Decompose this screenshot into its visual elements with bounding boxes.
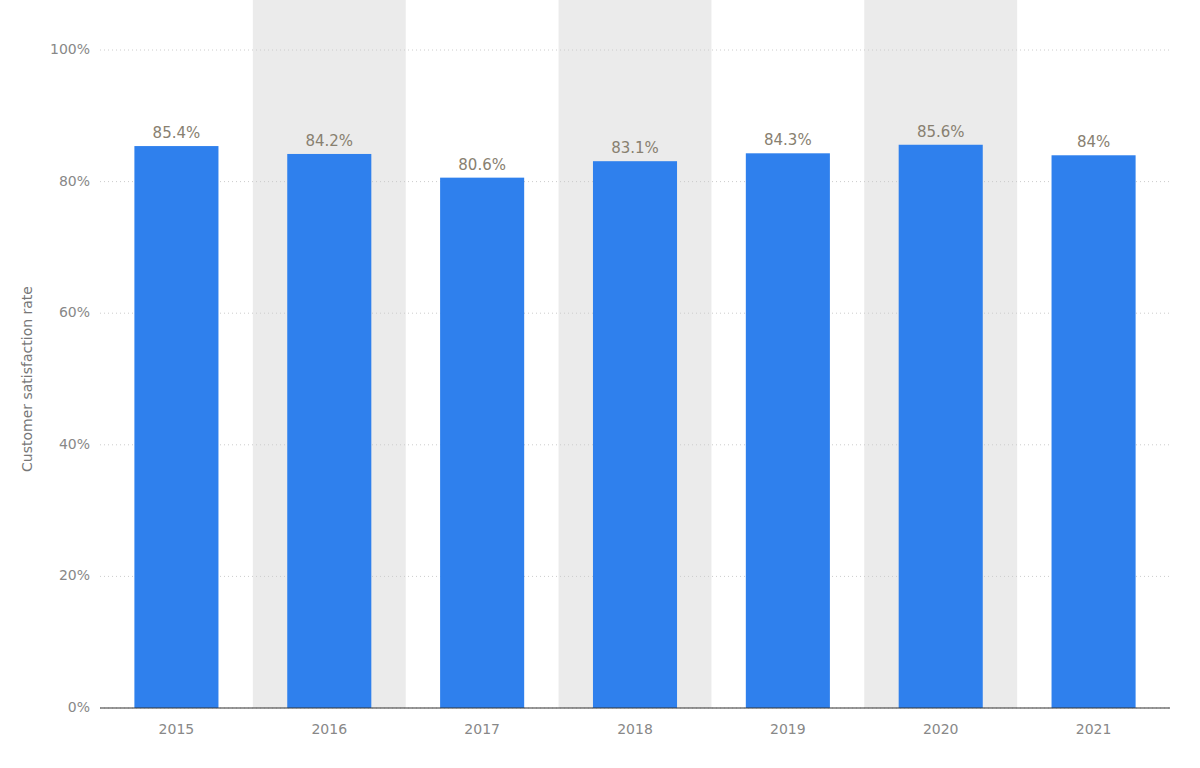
x-tick-label: 2015 bbox=[159, 721, 195, 737]
x-tick-label: 2018 bbox=[617, 721, 653, 737]
data-label: 84.3% bbox=[764, 131, 812, 149]
y-axis: 0% 20% 40% 60% 80% 100% bbox=[50, 41, 90, 715]
bar bbox=[287, 154, 371, 708]
data-labels: 85.4% 84.2% 80.6% 83.1% 84.3% 85.6% 84% bbox=[153, 123, 1111, 174]
bar bbox=[134, 146, 218, 708]
y-tick-label: 60% bbox=[59, 304, 90, 320]
column-shade bbox=[864, 0, 1017, 708]
bar bbox=[1052, 155, 1136, 708]
grid-line bbox=[100, 708, 1170, 709]
bar bbox=[440, 178, 524, 708]
bars bbox=[134, 145, 1135, 708]
column-shading bbox=[253, 0, 1017, 708]
x-tick-label: 2016 bbox=[311, 721, 347, 737]
x-tick-label: 2019 bbox=[770, 721, 806, 737]
x-axis-line bbox=[100, 707, 1170, 708]
chart: 0% 20% 40% 60% 80% 100% Customer satisfaction … bbox=[0, 0, 1200, 768]
y-tick-label: 0% bbox=[68, 699, 90, 715]
data-label: 80.6% bbox=[458, 156, 506, 174]
x-tick-label: 2020 bbox=[923, 721, 959, 737]
y-tick-label: 100% bbox=[50, 41, 90, 57]
bar bbox=[746, 153, 830, 708]
bar bbox=[899, 145, 983, 708]
column-shade bbox=[559, 0, 712, 708]
data-label: 84% bbox=[1077, 133, 1110, 151]
column-shade bbox=[253, 0, 406, 708]
y-tick-label: 20% bbox=[59, 567, 90, 583]
x-tick-label: 2017 bbox=[464, 721, 500, 737]
x-axis: 2015 2016 2017 2018 2019 2020 2021 bbox=[100, 708, 1170, 737]
grid bbox=[100, 50, 1170, 708]
bar bbox=[593, 161, 677, 708]
grid-line bbox=[100, 50, 1170, 51]
y-tick-label: 80% bbox=[59, 173, 90, 189]
data-label: 83.1% bbox=[611, 139, 659, 157]
x-tick-label: 2021 bbox=[1076, 721, 1112, 737]
y-axis-label: Customer satisfaction rate bbox=[19, 286, 35, 472]
chart-container: 0% 20% 40% 60% 80% 100% Customer satisfaction … bbox=[0, 0, 1200, 768]
data-label: 84.2% bbox=[305, 132, 353, 150]
data-label: 85.4% bbox=[153, 124, 201, 142]
data-label: 85.6% bbox=[917, 123, 965, 141]
y-tick-label: 40% bbox=[59, 436, 90, 452]
